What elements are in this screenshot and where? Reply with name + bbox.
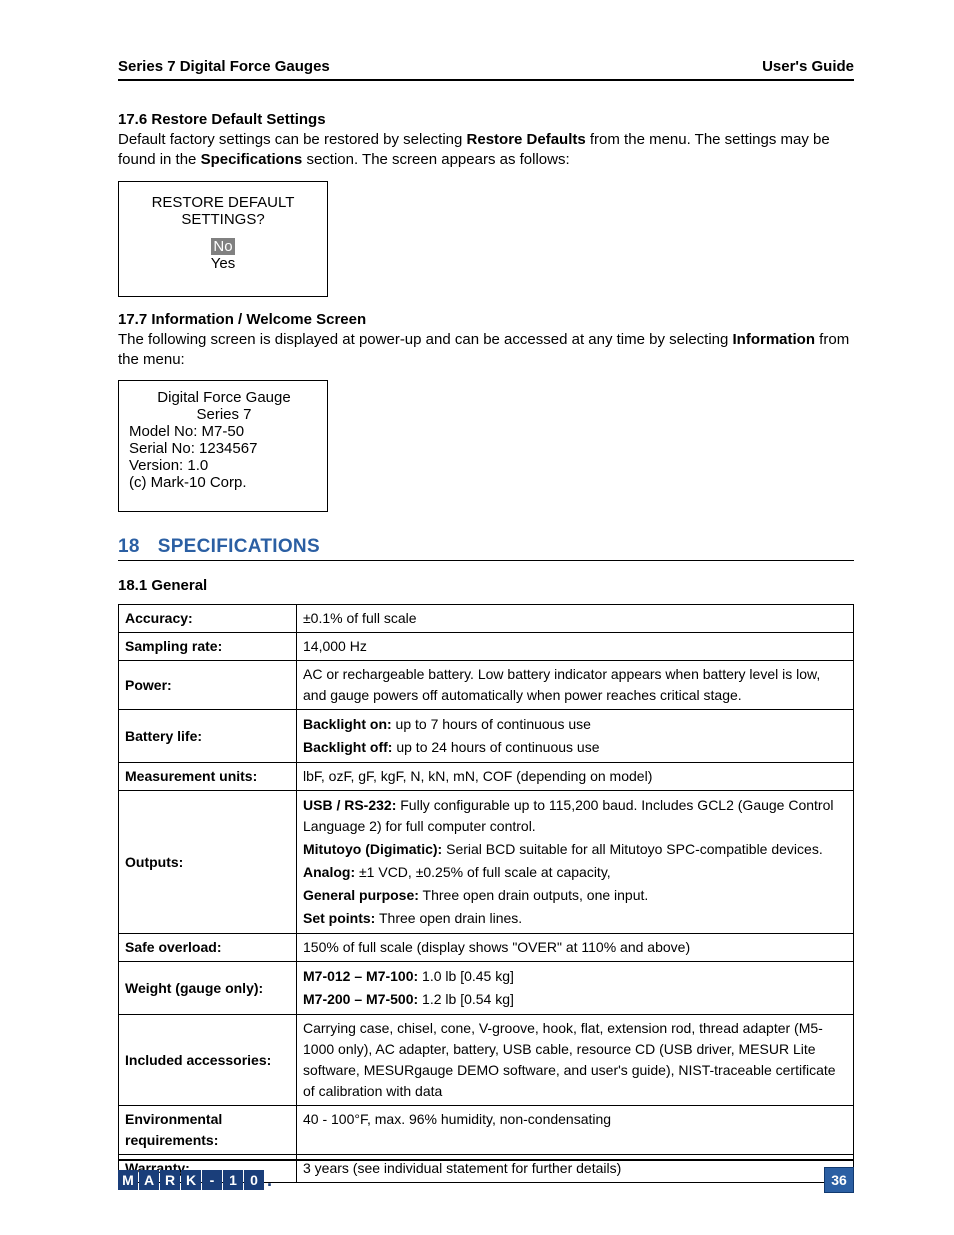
logo-glyph: 1	[223, 1170, 243, 1190]
logo-glyph: K	[181, 1170, 201, 1190]
screen-line: Digital Force Gauge	[129, 389, 319, 406]
spec-value: AC or rechargeable battery. Low battery …	[297, 661, 854, 710]
spec-value: USB / RS-232: Fully configurable up to 1…	[297, 791, 854, 934]
spec-label: Measurement units:	[119, 763, 297, 791]
page-header: Series 7 Digital Force Gauges User's Gui…	[118, 58, 854, 81]
information-screen: Digital Force Gauge Series 7 Model No: M…	[118, 380, 328, 512]
heading-17-6: 17.6 Restore Default Settings	[118, 111, 854, 128]
screen-line: Model No: M7-50	[129, 423, 319, 440]
page-number: 36	[824, 1167, 854, 1193]
screen-line: Series 7	[129, 406, 319, 423]
spec-label: Weight (gauge only):	[119, 962, 297, 1015]
text-bold: Restore Defaults	[467, 131, 586, 148]
selected-option: No	[211, 238, 234, 255]
table-row: Weight (gauge only):M7-012 – M7-100: 1.0…	[119, 962, 854, 1015]
spec-value: 150% of full scale (display shows "OVER"…	[297, 934, 854, 962]
screen-line: RESTORE DEFAULT	[127, 194, 319, 211]
heading-18-1: 18.1 General	[118, 577, 854, 594]
logo-glyph: A	[139, 1170, 159, 1190]
logo-glyph: 0	[244, 1170, 264, 1190]
page: Series 7 Digital Force Gauges User's Gui…	[0, 0, 954, 1235]
footer-row: MARK-10 36	[118, 1167, 854, 1193]
spacer	[127, 228, 319, 238]
text-bold: Information	[733, 331, 816, 348]
page-footer: MARK-10 36	[118, 1159, 854, 1193]
text: The following screen is displayed at pow…	[118, 331, 733, 348]
spec-label: Battery life:	[119, 710, 297, 763]
heading-number: 18	[118, 536, 140, 558]
spec-label: Accuracy:	[119, 605, 297, 633]
table-row: Measurement units:lbF, ozF, gF, kgF, N, …	[119, 763, 854, 791]
logo-glyph: M	[118, 1170, 138, 1190]
table-row: Included accessories:Carrying case, chis…	[119, 1015, 854, 1106]
option-no: No	[127, 238, 319, 255]
spec-label: Environmental requirements:	[119, 1106, 297, 1155]
spec-label: Safe overload:	[119, 934, 297, 962]
heading-title: SPECIFICATIONS	[158, 536, 320, 558]
table-row: Sampling rate:14,000 Hz	[119, 633, 854, 661]
header-left: Series 7 Digital Force Gauges	[118, 58, 330, 75]
table-row: Accuracy:±0.1% of full scale	[119, 605, 854, 633]
spec-label: Sampling rate:	[119, 633, 297, 661]
header-right: User's Guide	[762, 58, 854, 75]
table-row: Environmental requirements:40 - 100°F, m…	[119, 1106, 854, 1155]
table-row: Power:AC or rechargeable battery. Low ba…	[119, 661, 854, 710]
logo-glyph: R	[160, 1170, 180, 1190]
screen-line: (c) Mark-10 Corp.	[129, 474, 319, 491]
table-row: Battery life:Backlight on: up to 7 hours…	[119, 710, 854, 763]
screen-line: SETTINGS?	[127, 211, 319, 228]
text: Default factory settings can be restored…	[118, 131, 467, 148]
table-row: Safe overload:150% of full scale (displa…	[119, 934, 854, 962]
spec-label: Power:	[119, 661, 297, 710]
spec-label: Outputs:	[119, 791, 297, 934]
spec-value: ±0.1% of full scale	[297, 605, 854, 633]
heading-17-7: 17.7 Information / Welcome Screen	[118, 311, 854, 328]
text: section. The screen appears as follows:	[302, 151, 569, 168]
screen-line: Version: 1.0	[129, 457, 319, 474]
body-17-6: Default factory settings can be restored…	[118, 130, 854, 171]
logo-dot	[265, 1170, 272, 1191]
spec-value: 14,000 Hz	[297, 633, 854, 661]
spec-value: Backlight on: up to 7 hours of continuou…	[297, 710, 854, 763]
mark-10-logo: MARK-10	[118, 1170, 272, 1191]
screen-line: Serial No: 1234567	[129, 440, 319, 457]
heading-18: 18 SPECIFICATIONS	[118, 536, 854, 561]
spec-value: Carrying case, chisel, cone, V-groove, h…	[297, 1015, 854, 1106]
text-bold: Specifications	[201, 151, 303, 168]
footer-rule	[118, 1159, 854, 1161]
logo-glyph: -	[202, 1170, 222, 1190]
spec-value: lbF, ozF, gF, kgF, N, kN, mN, COF (depen…	[297, 763, 854, 791]
spec-label: Included accessories:	[119, 1015, 297, 1106]
restore-defaults-screen: RESTORE DEFAULT SETTINGS? No Yes	[118, 181, 328, 297]
option-yes: Yes	[127, 255, 319, 272]
specifications-table: Accuracy:±0.1% of full scaleSampling rat…	[118, 604, 854, 1183]
body-17-7: The following screen is displayed at pow…	[118, 330, 854, 371]
spec-value: 40 - 100°F, max. 96% humidity, non-conde…	[297, 1106, 854, 1155]
spec-value: M7-012 – M7-100: 1.0 lb [0.45 kg]M7-200 …	[297, 962, 854, 1015]
table-row: Outputs:USB / RS-232: Fully configurable…	[119, 791, 854, 934]
